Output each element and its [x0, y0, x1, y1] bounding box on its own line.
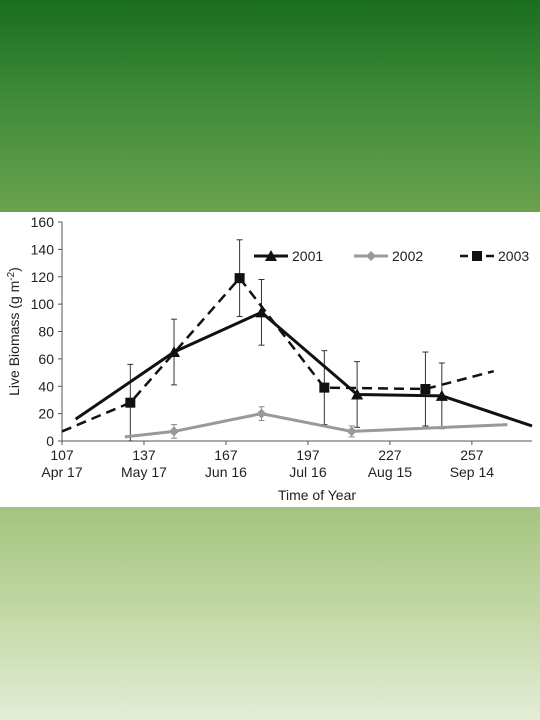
top-gradient-band — [0, 0, 540, 212]
x-tick-label: 167 — [214, 447, 238, 463]
series-line-2003 — [61, 276, 495, 433]
x-tick-date-label: Jun 16 — [205, 464, 247, 480]
y-tick-label: 120 — [31, 269, 55, 285]
x-tick-date-label: Aug 15 — [368, 464, 413, 480]
series-line-2002 — [124, 412, 508, 439]
legend-label-2001: 2001 — [292, 248, 323, 264]
y-tick-label: 160 — [31, 214, 55, 230]
legend-marker-2002 — [366, 251, 376, 261]
y-tick-label: 20 — [38, 406, 54, 422]
y-tick-label: 80 — [38, 324, 54, 340]
y-tick-label: 0 — [46, 433, 54, 449]
x-tick-date-label: May 17 — [121, 464, 167, 480]
y-tick-label: 100 — [31, 296, 55, 312]
data-point-2002 — [169, 426, 180, 437]
data-point-2003 — [125, 397, 136, 408]
legend: 2001 2002 2003 — [254, 248, 529, 264]
bottom-gradient-band — [0, 507, 540, 720]
series-line-2001 — [74, 310, 533, 428]
data-point-2002 — [256, 408, 267, 419]
data-point-2001 — [168, 346, 181, 358]
data-point-2003 — [319, 382, 330, 393]
legend-marker-2001 — [265, 250, 277, 261]
y-tick-label: 60 — [38, 351, 54, 367]
y-tick-label: 40 — [38, 378, 54, 394]
legend-marker-2003 — [472, 251, 482, 261]
x-tick-date-label: Sep 14 — [450, 464, 495, 480]
y-axis-label: Live Biomass (g m-2) — [6, 267, 23, 396]
x-tick-date-label: Jul 16 — [289, 464, 327, 480]
x-tick-date-label: Apr 17 — [41, 464, 82, 480]
data-point-2003 — [420, 383, 431, 394]
chart-panel: 0 20 40 60 80 100 120 140 160 107 Apr 17 137 May 17 1… — [0, 212, 540, 507]
data-point-2001 — [435, 389, 448, 401]
data-point-2001 — [351, 388, 364, 400]
x-tick-label: 107 — [50, 447, 74, 463]
legend-label-2003: 2003 — [498, 248, 529, 264]
data-point-2001 — [255, 306, 268, 318]
x-tick-label: 197 — [296, 447, 320, 463]
data-point-2003 — [234, 273, 245, 284]
x-tick-label: 137 — [132, 447, 156, 463]
y-tick-label: 140 — [31, 241, 55, 257]
x-tick-label: 257 — [460, 447, 484, 463]
legend-label-2002: 2002 — [392, 248, 423, 264]
data-point-2002 — [346, 426, 357, 437]
x-axis-label: Time of Year — [278, 487, 356, 503]
x-tick-label: 227 — [378, 447, 402, 463]
